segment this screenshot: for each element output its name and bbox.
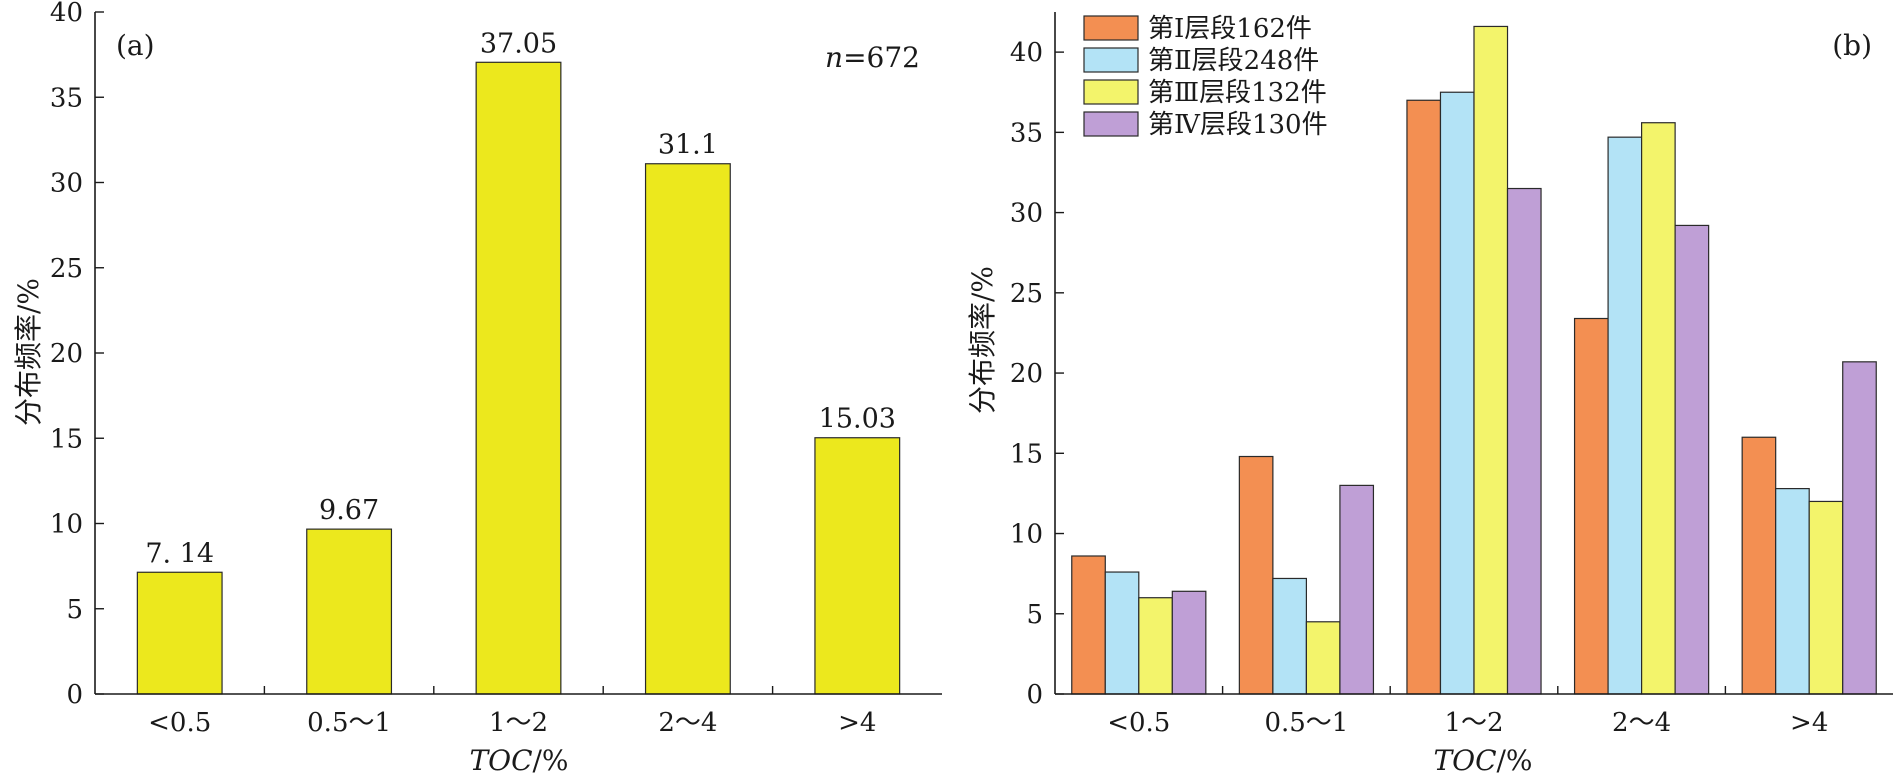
sample-count-annotation: n=672 xyxy=(825,41,920,74)
bar xyxy=(1272,577,1308,695)
bars-b xyxy=(1071,25,1877,695)
bar xyxy=(1473,25,1509,695)
bar xyxy=(1775,487,1810,695)
y-tick-label: 40 xyxy=(1010,38,1043,68)
bar xyxy=(1842,361,1877,695)
x-axis-a: <0.5 0.5～1 1～2 2～4 >4 xyxy=(95,686,942,738)
y-axis-title-b: 分布频率/% xyxy=(966,266,999,414)
bar xyxy=(1238,455,1274,695)
x-tick-label: 2～4 xyxy=(658,708,717,738)
bar xyxy=(306,528,393,695)
y-tick-label: 35 xyxy=(1010,118,1043,148)
bar xyxy=(1808,500,1844,695)
y-tick-label: 5 xyxy=(66,595,83,625)
legend-label: 第Ⅱ层段248件 xyxy=(1148,46,1319,76)
y-tick-label: 0 xyxy=(1026,680,1043,710)
bar xyxy=(1138,597,1173,695)
data-label: 31.1 xyxy=(658,130,718,161)
legend-swatch xyxy=(1083,79,1139,105)
y-axis-a: 0 5 10 15 20 25 30 35 40 xyxy=(50,0,104,710)
legend-swatch xyxy=(1083,47,1139,73)
x-tick-label: <0.5 xyxy=(1107,708,1170,738)
bar xyxy=(1439,91,1475,695)
legend-label: 第Ⅲ层段132件 xyxy=(1148,78,1327,108)
legend-label: 第Ⅳ层段130件 xyxy=(1148,110,1328,140)
bar xyxy=(644,163,731,695)
y-tick-label: 5 xyxy=(1026,600,1043,630)
data-label: 37.05 xyxy=(480,28,557,59)
data-label: 7. 14 xyxy=(145,538,214,569)
y-tick-label: 30 xyxy=(50,169,83,199)
x-tick-label: 0.5～1 xyxy=(1264,708,1348,738)
y-tick-label: 30 xyxy=(1010,199,1043,229)
chart-panel-b: 0 5 10 15 20 25 30 35 40 <0.5 0.5～1 1～2 2～4 >4 第Ⅰ层段1… xyxy=(966,12,1893,775)
bar xyxy=(1406,99,1442,695)
y-tick-label: 20 xyxy=(50,339,83,369)
bar xyxy=(1640,122,1676,695)
y-tick-label: 15 xyxy=(1010,439,1043,469)
x-tick-label: 1～2 xyxy=(1444,708,1503,738)
y-tick-label: 40 xyxy=(50,0,83,28)
x-tick-label: 2～4 xyxy=(1612,708,1671,738)
legend-swatch xyxy=(1083,111,1139,137)
y-tick-label: 20 xyxy=(1010,359,1043,389)
y-tick-label: 25 xyxy=(50,254,83,284)
x-tick-label: >4 xyxy=(838,708,876,738)
y-axis-b: 0 5 10 15 20 25 30 35 40 xyxy=(1010,12,1064,710)
data-label: 15.03 xyxy=(819,404,896,435)
bar xyxy=(1674,224,1710,695)
y-tick-label: 0 xyxy=(66,680,83,710)
bar xyxy=(1573,317,1609,695)
x-axis-title-a: TOC/% xyxy=(469,744,568,775)
bar xyxy=(136,571,223,695)
bar xyxy=(1104,571,1140,695)
bar xyxy=(1305,621,1341,695)
panel-tag-a: (a) xyxy=(116,29,155,62)
x-axis-b: <0.5 0.5～1 1～2 2～4 >4 xyxy=(1055,686,1893,738)
chart-panel-a: 7. 14 9.67 37.05 31.1 15.03 0 5 10 15 20 25 30 35 40… xyxy=(12,0,942,775)
y-tick-label: 15 xyxy=(50,424,83,454)
y-tick-label: 10 xyxy=(1010,520,1043,550)
x-tick-label: 0.5～1 xyxy=(307,708,391,738)
x-axis-title-b: TOC/% xyxy=(1433,744,1532,775)
x-tick-label: <0.5 xyxy=(148,708,211,738)
panel-tag-b: (b) xyxy=(1832,29,1872,62)
bar xyxy=(1506,187,1542,695)
x-tick-label: >4 xyxy=(1790,708,1828,738)
bar xyxy=(1071,555,1106,695)
data-label: 9.67 xyxy=(319,495,379,526)
y-tick-label: 10 xyxy=(50,510,83,540)
y-tick-label: 35 xyxy=(50,83,83,113)
legend-swatch xyxy=(1083,15,1139,41)
legend-label: 第Ⅰ层段162件 xyxy=(1148,14,1312,44)
y-axis-title-a: 分布频率/% xyxy=(12,278,45,426)
y-tick-label: 25 xyxy=(1010,279,1043,309)
bar xyxy=(1171,590,1207,695)
bar xyxy=(1339,484,1375,695)
bar xyxy=(1607,136,1643,695)
bar xyxy=(475,61,562,695)
bars-a xyxy=(136,61,901,695)
bar xyxy=(814,437,901,695)
x-tick-label: 1～2 xyxy=(489,708,548,738)
bar xyxy=(1741,436,1777,695)
data-labels-a: 7. 14 9.67 37.05 31.1 15.03 xyxy=(145,28,896,569)
